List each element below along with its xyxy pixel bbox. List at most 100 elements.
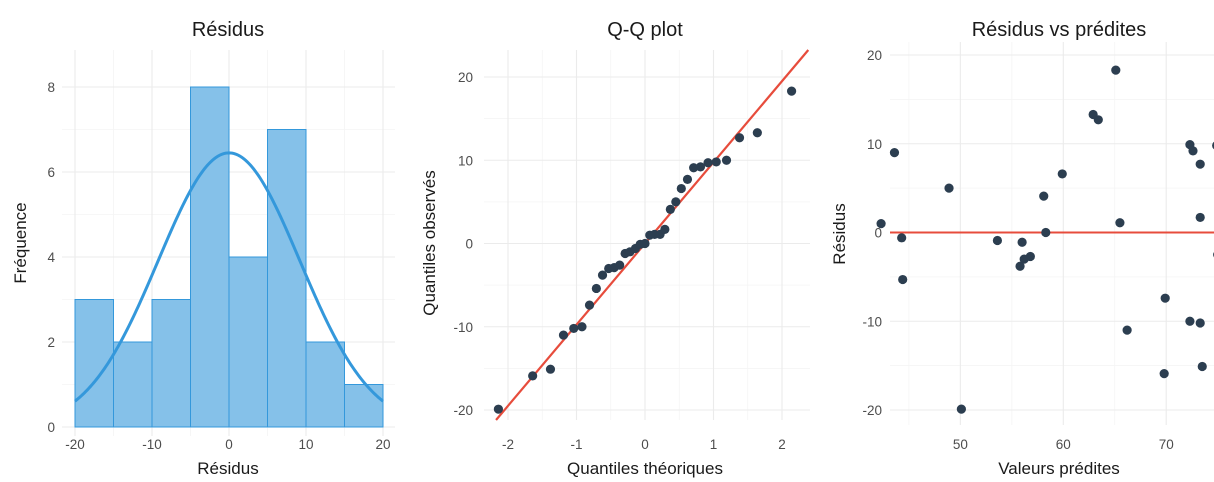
qq-point bbox=[695, 162, 706, 172]
residuals-x-tick-label: 50 bbox=[953, 437, 968, 452]
qq-plot-y-tick-label: -10 bbox=[453, 320, 473, 335]
histogram-y-axis-title: Fréquence bbox=[11, 202, 30, 283]
qq-plot-y-axis-title: Quantiles observés bbox=[420, 170, 439, 316]
histogram-bars bbox=[74, 86, 384, 428]
qq-plot-y-ticks: -20 -10 0 10 20 bbox=[453, 70, 473, 418]
residuals-vs-fitted-x-ticks: 50 60 70 bbox=[953, 437, 1174, 452]
residual-point bbox=[889, 148, 900, 158]
residual-point bbox=[1195, 212, 1205, 223]
histogram-y-tick-label: 0 bbox=[47, 420, 55, 435]
qq-point bbox=[703, 158, 713, 168]
histogram-panel: Résidus Résidus Fréquence -20 -10 0 10 20 0 2… bbox=[11, 19, 395, 478]
qq-plot-y-tick-label: -20 bbox=[453, 403, 473, 418]
qq-point bbox=[660, 224, 670, 234]
qq-point bbox=[786, 86, 797, 96]
histogram-x-tick-label: -20 bbox=[65, 437, 85, 452]
qq-plot-y-tick-label: 0 bbox=[465, 237, 473, 252]
qq-point bbox=[682, 174, 693, 184]
residuals-vs-fitted-x-axis-title: Valeurs prédites bbox=[998, 459, 1120, 478]
residual-point bbox=[1160, 293, 1170, 303]
residual-point bbox=[1195, 159, 1205, 169]
qq-point bbox=[591, 283, 601, 294]
histogram-bar bbox=[151, 299, 191, 428]
qq-plot-x-ticks: -2 -1 0 1 2 bbox=[502, 437, 786, 452]
residuals-vs-fitted-y-ticks: -20 -10 0 10 20 bbox=[862, 48, 882, 418]
density-curve-line bbox=[74, 151, 384, 403]
histogram-x-tick-label: 10 bbox=[298, 437, 313, 452]
qq-plot-x-tick-label: -2 bbox=[502, 437, 514, 452]
qq-plot-title: Q-Q plot bbox=[607, 19, 683, 41]
residuals-y-tick-label: 0 bbox=[874, 226, 882, 241]
residual-point bbox=[1057, 169, 1067, 179]
histogram-x-tick-label: 20 bbox=[375, 437, 390, 452]
histogram-x-tick-label: 0 bbox=[225, 437, 233, 452]
qq-plot-grid bbox=[484, 50, 810, 420]
qq-point bbox=[689, 163, 699, 173]
residual-point bbox=[1122, 325, 1132, 335]
qq-plot-x-tick-label: 1 bbox=[710, 437, 718, 452]
residuals-y-tick-label: -20 bbox=[862, 403, 882, 418]
qq-point bbox=[676, 183, 686, 194]
qq-point bbox=[545, 364, 556, 374]
residual-point bbox=[897, 233, 907, 243]
residual-point bbox=[1041, 227, 1051, 238]
residual-point bbox=[898, 274, 908, 285]
residual-point bbox=[944, 183, 954, 193]
qq-point bbox=[584, 300, 595, 310]
qq-plot-x-tick-label: -1 bbox=[570, 437, 582, 452]
histogram-y-tick-label: 8 bbox=[47, 80, 55, 95]
residuals-vs-fitted-points bbox=[876, 65, 1214, 414]
qq-point bbox=[615, 260, 625, 270]
residuals-vs-fitted-y-axis-title: Résidus bbox=[830, 203, 849, 264]
qq-point bbox=[569, 323, 579, 334]
residuals-vs-fitted-panel: Résidus vs prédites Valeurs prédites Rés… bbox=[830, 19, 1214, 478]
qq-point bbox=[752, 128, 762, 138]
qq-point bbox=[597, 270, 608, 280]
residual-point bbox=[1015, 261, 1025, 271]
qq-plot-panel: Q-Q plot Quantiles théoriques Quantiles … bbox=[420, 19, 810, 478]
qq-plot-points bbox=[493, 86, 797, 414]
qq-point bbox=[711, 157, 721, 167]
histogram-density-curve bbox=[74, 151, 384, 403]
residuals-y-tick-label: -10 bbox=[862, 314, 882, 329]
qq-point bbox=[558, 330, 569, 340]
histogram-title: Résidus bbox=[192, 19, 264, 41]
residual-point bbox=[1017, 237, 1027, 247]
histogram-y-ticks: 0 2 4 6 8 bbox=[47, 80, 55, 435]
histogram-x-ticks: -20 -10 0 10 20 bbox=[65, 437, 390, 452]
residual-point bbox=[1039, 191, 1049, 201]
qq-plot-x-tick-label: 2 bbox=[778, 437, 786, 452]
residual-point bbox=[1185, 316, 1195, 326]
qq-point bbox=[671, 197, 681, 207]
residual-point bbox=[1115, 218, 1125, 228]
residual-point bbox=[956, 404, 966, 414]
qq-point bbox=[528, 371, 538, 381]
histogram-bar bbox=[228, 256, 268, 428]
residuals-x-tick-label: 60 bbox=[1056, 437, 1071, 452]
residual-point bbox=[992, 235, 1003, 246]
histogram-y-tick-label: 4 bbox=[47, 250, 55, 265]
qq-point bbox=[640, 238, 650, 249]
qq-point bbox=[493, 404, 504, 414]
qq-plot-x-axis-title: Quantiles théoriques bbox=[567, 459, 723, 478]
residuals-y-tick-label: 20 bbox=[867, 48, 882, 63]
residuals-y-tick-label: 10 bbox=[867, 137, 882, 152]
histogram-bar bbox=[267, 129, 307, 428]
histogram-x-axis-title: Résidus bbox=[197, 459, 258, 478]
histogram-bar bbox=[305, 341, 345, 428]
residual-point bbox=[1111, 65, 1121, 75]
residual-point bbox=[1159, 369, 1169, 379]
histogram-y-tick-label: 2 bbox=[47, 335, 55, 350]
residual-point bbox=[1197, 361, 1207, 372]
residual-point bbox=[1188, 146, 1198, 156]
residual-point bbox=[1093, 115, 1103, 125]
qq-point bbox=[577, 322, 587, 332]
residuals-vs-fitted-title: Résidus vs prédites bbox=[972, 19, 1147, 41]
qq-point bbox=[721, 155, 732, 165]
histogram-x-tick-label: -10 bbox=[142, 437, 162, 452]
histogram-y-tick-label: 6 bbox=[47, 165, 55, 180]
residual-point bbox=[1025, 251, 1035, 262]
residuals-x-tick-label: 70 bbox=[1159, 437, 1174, 452]
histogram-bar bbox=[113, 341, 153, 428]
